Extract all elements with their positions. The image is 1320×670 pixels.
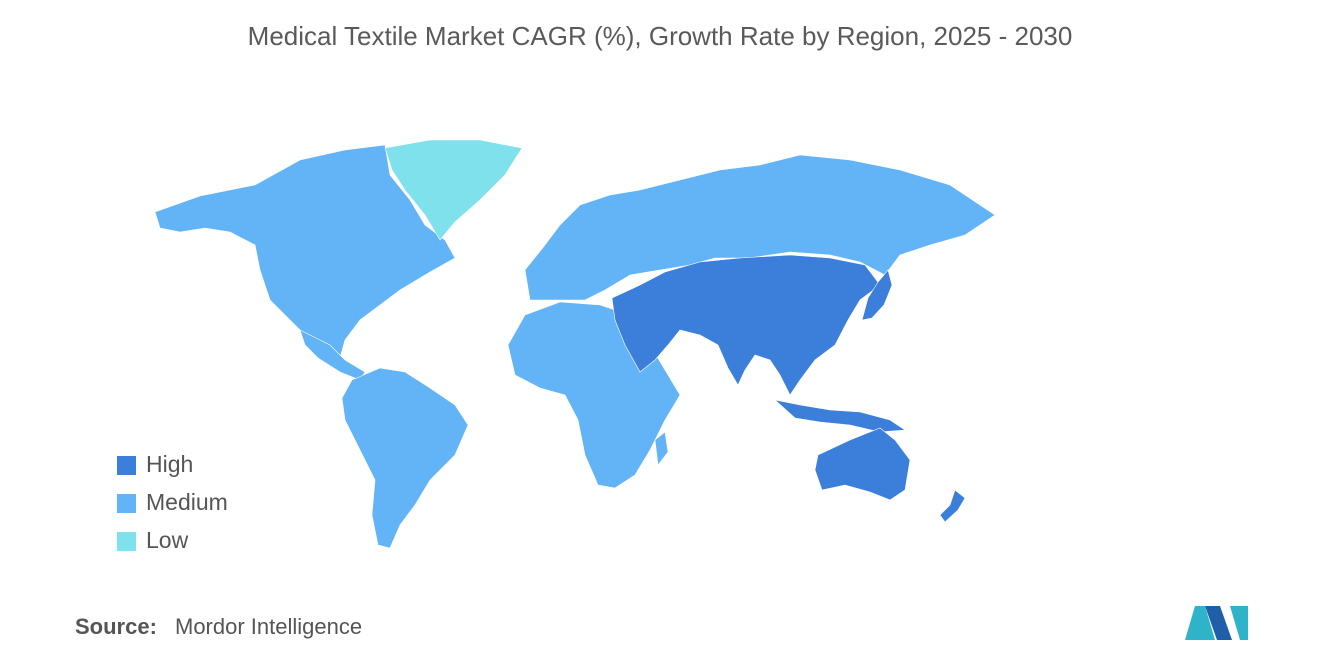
new-zealand bbox=[939, 489, 966, 523]
north-america bbox=[154, 144, 456, 359]
legend-swatch bbox=[117, 494, 136, 513]
greenland bbox=[384, 139, 523, 241]
europe-russia bbox=[524, 154, 996, 301]
source-text: Mordor Intelligence bbox=[175, 614, 362, 639]
southeast-asia bbox=[773, 399, 906, 433]
legend-label: Low bbox=[146, 527, 189, 553]
logo-shape bbox=[1230, 606, 1248, 640]
australia bbox=[814, 427, 911, 501]
legend: High Medium Low bbox=[117, 451, 228, 553]
legend-label: Medium bbox=[146, 489, 228, 515]
south-america bbox=[341, 367, 469, 549]
world-map bbox=[154, 139, 996, 549]
logo-shape bbox=[1205, 606, 1232, 640]
asia bbox=[611, 254, 881, 396]
logo bbox=[1185, 606, 1248, 640]
legend-swatch bbox=[117, 532, 136, 551]
title: Medical Textile Market CAGR (%), Growth … bbox=[248, 21, 1073, 51]
madagascar bbox=[654, 431, 669, 466]
japan bbox=[861, 269, 893, 321]
logo-shape bbox=[1185, 606, 1215, 640]
source-label: Source: bbox=[75, 614, 157, 639]
legend-swatch bbox=[117, 456, 136, 475]
legend-label: High bbox=[146, 451, 193, 477]
